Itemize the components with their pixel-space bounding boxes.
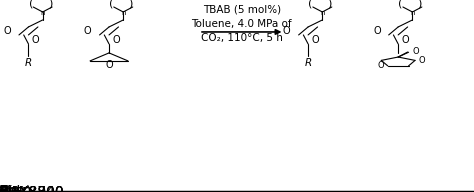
Text: 3: 3 xyxy=(0,185,9,192)
Text: O: O xyxy=(105,60,113,70)
Text: ): ) xyxy=(47,0,52,9)
Text: O: O xyxy=(311,35,319,45)
Text: Lotader® AX8840: Lotader® AX8840 xyxy=(0,185,64,192)
Text: (: ( xyxy=(308,0,313,9)
Text: n: n xyxy=(410,10,415,16)
Text: TBAB (5 mol%): TBAB (5 mol%) xyxy=(203,5,281,15)
Text: O: O xyxy=(377,61,384,70)
Text: ): ) xyxy=(327,0,332,9)
Text: (: ( xyxy=(28,0,33,9)
Text: R: R xyxy=(25,58,32,68)
Text: 99: 99 xyxy=(0,185,9,192)
Text: 62: 62 xyxy=(0,185,9,192)
Text: 82: 82 xyxy=(0,185,9,192)
Text: O: O xyxy=(32,35,39,45)
Text: 1: 1 xyxy=(0,185,9,192)
Text: Polymer: Polymer xyxy=(0,184,28,192)
Text: CO₂, 110°C, 5 h: CO₂, 110°C, 5 h xyxy=(201,33,283,43)
Text: Bu: Bu xyxy=(0,185,18,192)
Text: ): ) xyxy=(128,0,133,9)
Text: Entry: Entry xyxy=(0,184,37,192)
Text: O: O xyxy=(419,56,426,65)
Text: Me: Me xyxy=(0,185,20,192)
Text: O: O xyxy=(413,46,419,55)
Text: R: R xyxy=(304,58,312,68)
Text: O: O xyxy=(401,35,409,45)
Text: -: - xyxy=(0,185,5,192)
Text: n: n xyxy=(121,10,126,16)
Text: 2: 2 xyxy=(0,185,9,192)
Text: Yield (%): Yield (%) xyxy=(0,184,31,192)
Text: O: O xyxy=(112,35,120,45)
Text: n: n xyxy=(320,10,325,16)
Text: Lotader® AX8700: Lotader® AX8700 xyxy=(0,185,63,192)
Text: Lotader® AX8900: Lotader® AX8900 xyxy=(0,185,64,192)
Text: O: O xyxy=(373,26,381,36)
Text: O: O xyxy=(3,26,11,36)
Text: O: O xyxy=(84,26,91,36)
Text: (: ( xyxy=(398,0,403,9)
Text: n: n xyxy=(40,10,45,16)
Text: O: O xyxy=(283,26,291,36)
Text: (: ( xyxy=(109,0,114,9)
Text: ): ) xyxy=(417,0,422,9)
Text: Toluene, 4.0 MPa of: Toluene, 4.0 MPa of xyxy=(191,19,292,29)
Text: R: R xyxy=(0,184,10,192)
